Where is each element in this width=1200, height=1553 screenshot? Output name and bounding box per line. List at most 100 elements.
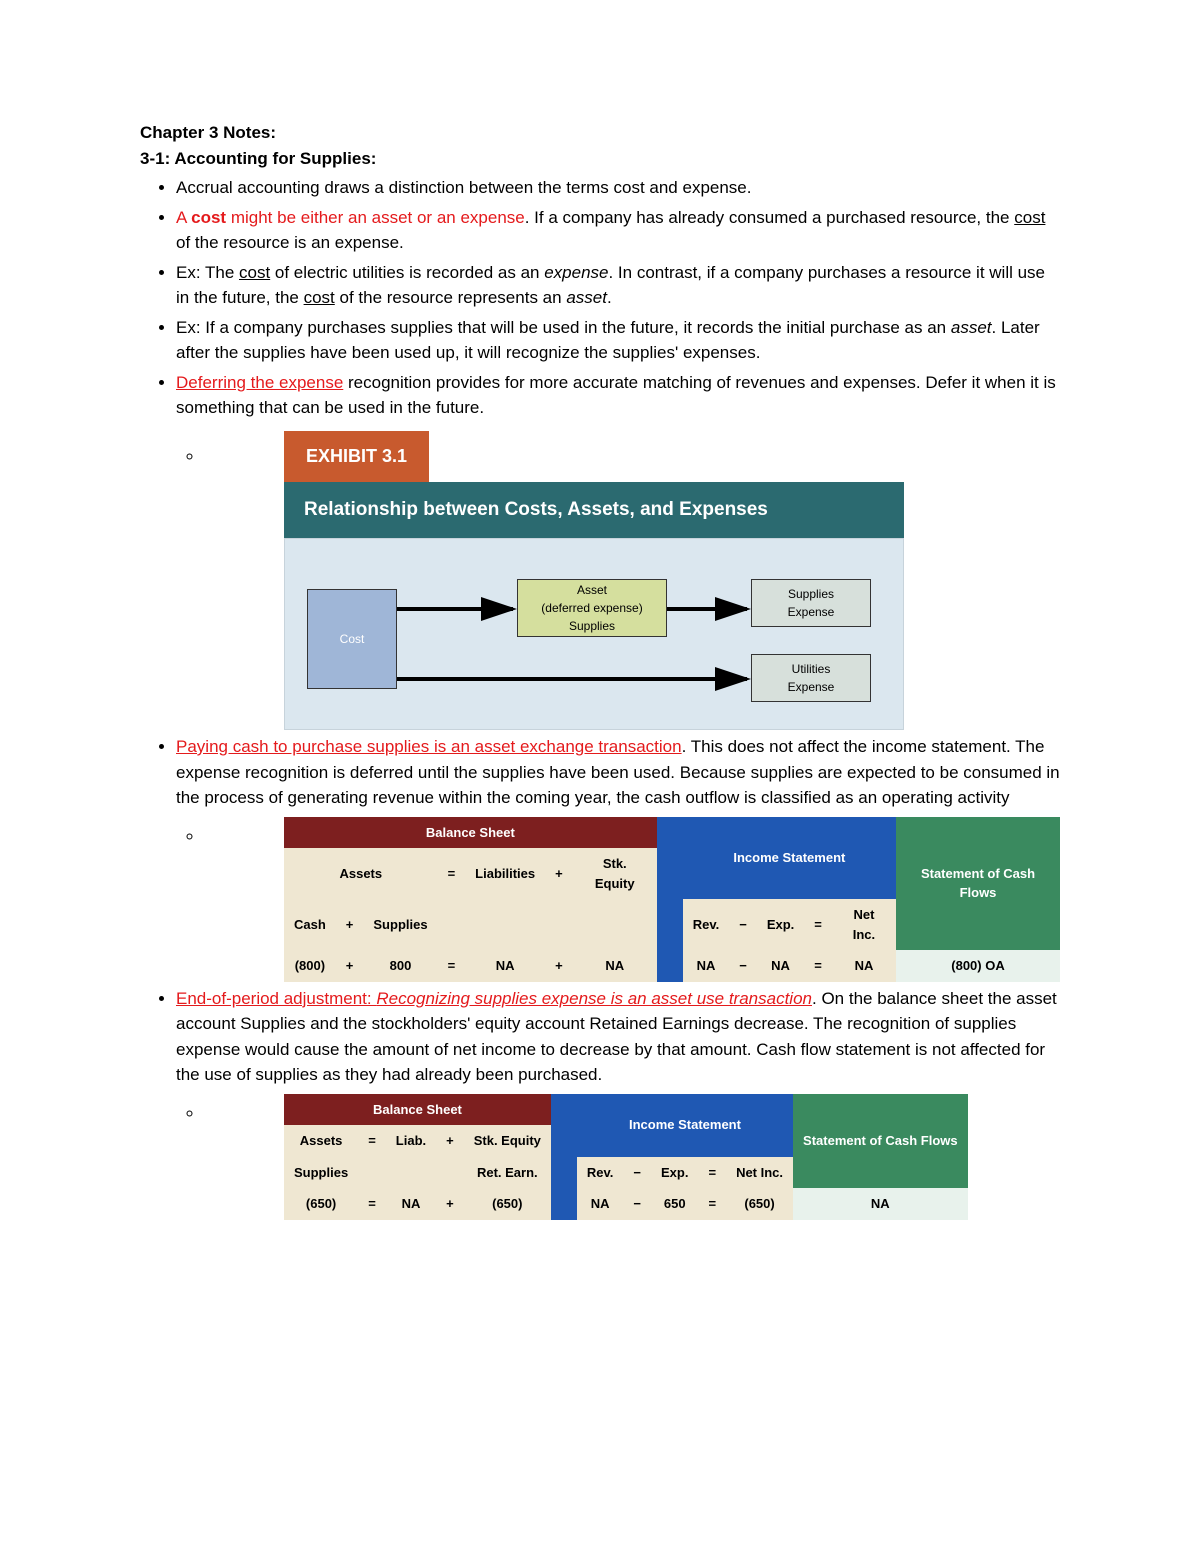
val-exp: 650 xyxy=(651,1188,698,1220)
text: Utilities xyxy=(792,660,831,678)
text-underlined: cost xyxy=(239,263,270,282)
nested-bullet: EXHIBIT 3.1 Relationship between Costs, … xyxy=(204,431,1060,731)
op: = xyxy=(438,848,466,899)
op: − xyxy=(623,1188,651,1220)
op: + xyxy=(436,1125,464,1157)
val-na: NA xyxy=(683,950,730,982)
col-cash: Cash xyxy=(284,899,336,950)
op: + xyxy=(336,899,364,950)
col-stk: Stk. Equity xyxy=(464,1125,551,1157)
bs-header: Balance Sheet xyxy=(284,817,657,849)
text-underlined: cost xyxy=(1014,208,1045,227)
val-na: NA xyxy=(386,1188,436,1220)
col-rev: Rev. xyxy=(683,899,730,950)
col-assets: Assets xyxy=(284,1125,358,1157)
section-heading: 3-1: Accounting for Supplies: xyxy=(140,146,1060,172)
bullet-list: Accrual accounting draws a distinction b… xyxy=(140,175,1060,1220)
text: (deferred expense) xyxy=(541,599,642,617)
cost-box: Cost xyxy=(307,589,397,689)
col-supplies: Supplies xyxy=(284,1157,358,1189)
accounting-table-1: Balance Sheet Income Statement Statement… xyxy=(284,817,1060,982)
op: = xyxy=(358,1188,386,1220)
col-supplies: Supplies xyxy=(363,899,437,950)
text: of electric utilities is recorded as an xyxy=(270,263,544,282)
col-liab: Liabilities xyxy=(465,848,545,899)
nested-bullet: Balance Sheet Income Statement Statement… xyxy=(204,1094,1060,1220)
text-underlined: cost xyxy=(304,288,335,307)
op: + xyxy=(336,950,364,982)
exhibit-body: Cost Asset (deferred expense) Supplies S… xyxy=(284,538,904,730)
text-italic: asset xyxy=(951,318,992,337)
text: of the resource is an expense. xyxy=(176,233,404,252)
exhibit-tab: EXHIBIT 3.1 xyxy=(284,431,429,482)
text: Supplies xyxy=(788,585,834,603)
op: = xyxy=(698,1157,726,1189)
bullet-item: Paying cash to purchase supplies is an a… xyxy=(176,734,1060,982)
op: − xyxy=(729,899,757,950)
text: Expense xyxy=(788,678,835,696)
val-na: NA xyxy=(577,1188,624,1220)
col-assets: Assets xyxy=(284,848,438,899)
cf-header: Statement of Cash Flows xyxy=(896,817,1060,951)
text: . If a company has already consumed a pu… xyxy=(525,208,1015,227)
chapter-heading: Chapter 3 Notes: xyxy=(140,120,1060,146)
val-na: NA xyxy=(757,950,804,982)
val-cf: NA xyxy=(793,1188,968,1220)
val-na: NA xyxy=(465,950,545,982)
is-header: Income Statement xyxy=(577,1094,793,1157)
op: = xyxy=(438,950,466,982)
col-exp: Exp. xyxy=(757,899,804,950)
text-red-underlined: End-of-period adjustment: xyxy=(176,989,376,1008)
val-supplies: 800 xyxy=(363,950,437,982)
text: Ex: If a company purchases supplies that… xyxy=(176,318,951,337)
val-na: NA xyxy=(832,950,896,982)
text-red: A xyxy=(176,208,191,227)
col-net: Net Inc. xyxy=(726,1157,793,1189)
op: − xyxy=(623,1157,651,1189)
asset-box: Asset (deferred expense) Supplies xyxy=(517,579,667,637)
document-page: Chapter 3 Notes: 3-1: Accounting for Sup… xyxy=(0,0,1200,1284)
text: . xyxy=(607,288,612,307)
text-red-underlined: Deferring the expense xyxy=(176,373,343,392)
text: Ex: The xyxy=(176,263,239,282)
col-rev: Rev. xyxy=(577,1157,624,1189)
text-red-italic-underlined: Recognizing supplies expense is an asset… xyxy=(376,989,812,1008)
separator xyxy=(657,817,683,982)
bs-header: Balance Sheet xyxy=(284,1094,551,1126)
is-header: Income Statement xyxy=(683,817,896,900)
val-cash: (800) xyxy=(284,950,336,982)
utilities-expense-box: Utilities Expense xyxy=(751,654,871,702)
text: of the resource represents an xyxy=(335,288,567,307)
col-liab: Liab. xyxy=(386,1125,436,1157)
bullet-item: A cost might be either an asset or an ex… xyxy=(176,205,1060,256)
text-red-underlined: Paying cash to purchase supplies is an a… xyxy=(176,737,682,756)
blank xyxy=(358,1157,464,1189)
blank xyxy=(438,899,657,950)
text-italic: asset xyxy=(566,288,607,307)
cf-header: Statement of Cash Flows xyxy=(793,1094,968,1189)
bullet-item: Accrual accounting draws a distinction b… xyxy=(176,175,1060,201)
op: = xyxy=(804,899,832,950)
text-red-bold: cost xyxy=(191,208,226,227)
op: = xyxy=(358,1125,386,1157)
col-stk: Stk. Equity xyxy=(573,848,657,899)
bullet-item: End-of-period adjustment: Recognizing su… xyxy=(176,986,1060,1220)
val-na: NA xyxy=(573,950,657,982)
val-cf: (800) OA xyxy=(896,950,1060,982)
op: = xyxy=(698,1188,726,1220)
text: Asset xyxy=(577,581,607,599)
op: + xyxy=(545,950,573,982)
col-net: Net Inc. xyxy=(832,899,896,950)
val-ret: (650) xyxy=(464,1188,551,1220)
bullet-item: Deferring the expense recognition provid… xyxy=(176,370,1060,731)
val-net: (650) xyxy=(726,1188,793,1220)
text-italic: expense xyxy=(544,263,608,282)
op: + xyxy=(436,1188,464,1220)
nested-bullet: Balance Sheet Income Statement Statement… xyxy=(204,817,1060,982)
supplies-expense-box: Supplies Expense xyxy=(751,579,871,627)
text: Expense xyxy=(788,603,835,621)
exhibit-diagram: EXHIBIT 3.1 Relationship between Costs, … xyxy=(284,431,904,731)
col-ret: Ret. Earn. xyxy=(464,1157,551,1189)
op: + xyxy=(545,848,573,899)
bullet-item: Ex: If a company purchases supplies that… xyxy=(176,315,1060,366)
